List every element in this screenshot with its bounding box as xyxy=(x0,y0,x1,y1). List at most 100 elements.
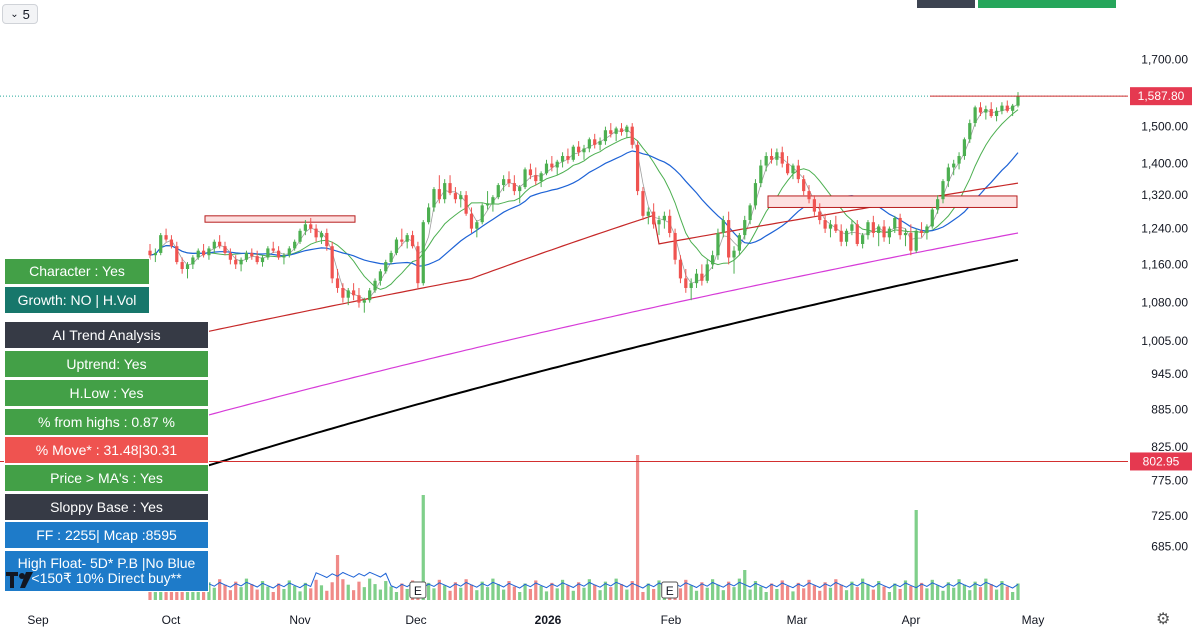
price-tick-label: 1,160.00 xyxy=(1141,257,1188,271)
volume-bar xyxy=(861,578,865,600)
candle-body xyxy=(571,146,575,160)
volume-bar xyxy=(298,591,302,600)
candle-body xyxy=(753,183,758,206)
ma-100-line xyxy=(149,232,1019,432)
last-price-tag xyxy=(1130,87,1192,106)
volume-bar xyxy=(855,587,859,600)
candle-body xyxy=(1005,105,1009,111)
candle-body xyxy=(603,130,608,142)
high-float-badge: High Float- 5D* P.B |No Blue <150₹ 10% D… xyxy=(4,550,209,592)
volume-bar xyxy=(432,588,436,600)
candle-body xyxy=(550,163,554,168)
volume-bar xyxy=(1005,586,1009,600)
candle-body xyxy=(732,250,736,258)
volume-bar xyxy=(598,590,602,600)
volume-bar xyxy=(453,582,458,600)
candle-body xyxy=(861,235,865,244)
ma-21-line xyxy=(149,150,1019,267)
price-tick-label: 885.00 xyxy=(1151,402,1188,416)
candle-body xyxy=(560,156,565,162)
earnings-marker-label: E xyxy=(666,584,674,598)
candle-body xyxy=(432,189,436,208)
candle-body xyxy=(416,246,420,284)
candle-body xyxy=(502,179,506,186)
candle-body xyxy=(378,271,383,281)
candle-body xyxy=(828,224,833,229)
volume-bar xyxy=(973,581,977,600)
volume-bar xyxy=(169,585,174,600)
candle-body xyxy=(764,156,768,166)
candle-body xyxy=(507,179,511,184)
candle-body xyxy=(662,215,666,221)
volume-bar xyxy=(148,592,152,600)
candle-body xyxy=(678,259,683,279)
candle-body xyxy=(952,163,956,168)
moving-averages xyxy=(149,103,1019,485)
candle-body xyxy=(443,183,447,200)
base-zone-box xyxy=(204,215,356,223)
volume-bar xyxy=(159,588,163,600)
candle-body xyxy=(480,205,484,223)
volume-bar xyxy=(914,510,918,600)
candle-body xyxy=(748,205,752,221)
candle-body xyxy=(614,128,618,134)
volume-bar xyxy=(325,590,329,600)
candle-body xyxy=(593,139,597,145)
candle-body xyxy=(941,181,945,200)
volume-bar xyxy=(609,587,613,600)
volume-bar xyxy=(689,585,693,600)
candle-body xyxy=(523,169,527,188)
hline-price-tag xyxy=(1130,452,1192,471)
candle-body xyxy=(684,278,688,288)
from-highs-badge: % from highs : 0.87 % xyxy=(4,408,209,436)
candle-body xyxy=(351,290,356,296)
volume-bar xyxy=(791,591,795,600)
volume-bar xyxy=(276,583,281,600)
sloppy-base-badge: Sloppy Base : Yes xyxy=(4,493,209,521)
candle-body xyxy=(968,123,972,140)
candle-body xyxy=(946,167,950,182)
volume-bar xyxy=(228,590,232,600)
settings-gear-icon[interactable]: ⚙ xyxy=(1156,611,1171,628)
candle-body xyxy=(218,241,222,247)
volume-bar xyxy=(887,592,892,600)
candle-body xyxy=(785,163,790,174)
candle-body xyxy=(405,235,409,242)
time-tick-label: Sep xyxy=(27,613,49,627)
volume-bar xyxy=(282,588,286,600)
price-tick-label: 825.00 xyxy=(1151,440,1188,454)
volume-bar xyxy=(314,579,318,600)
volume-bar xyxy=(539,585,543,600)
earnings-marker xyxy=(409,581,427,599)
volume-bar xyxy=(218,579,222,600)
volume-bar xyxy=(196,585,200,600)
candle-body xyxy=(743,220,747,236)
volume-bar xyxy=(319,585,324,600)
chevron-down-icon: ⌄ xyxy=(10,8,19,20)
time-tick-label: Nov xyxy=(289,613,310,627)
candle-body xyxy=(485,203,490,206)
candle-body xyxy=(512,183,516,192)
tradingview-logo[interactable] xyxy=(6,571,36,593)
candle-body xyxy=(625,126,629,133)
volume-bar xyxy=(657,580,661,600)
interval-selector[interactable]: ⌄ 5 xyxy=(2,4,38,24)
top-toolbar-green-button[interactable] xyxy=(978,0,1116,8)
volume-bar xyxy=(373,584,377,600)
volume-bar xyxy=(721,590,725,600)
volume-bar xyxy=(769,583,774,600)
volume-bar xyxy=(764,592,768,600)
candle-body xyxy=(898,217,902,236)
candle-body xyxy=(823,220,827,229)
candle-body xyxy=(223,246,227,253)
volume-bar xyxy=(646,583,650,600)
volume-bar xyxy=(475,590,479,600)
price-tick-label: 945.00 xyxy=(1151,367,1188,381)
candle-body xyxy=(791,165,795,174)
candle-body xyxy=(635,144,640,192)
candle-body xyxy=(668,215,672,233)
volume-bar xyxy=(614,578,618,600)
top-toolbar-button[interactable] xyxy=(917,0,975,8)
volume-bar xyxy=(421,495,425,600)
candle-body xyxy=(936,199,940,210)
